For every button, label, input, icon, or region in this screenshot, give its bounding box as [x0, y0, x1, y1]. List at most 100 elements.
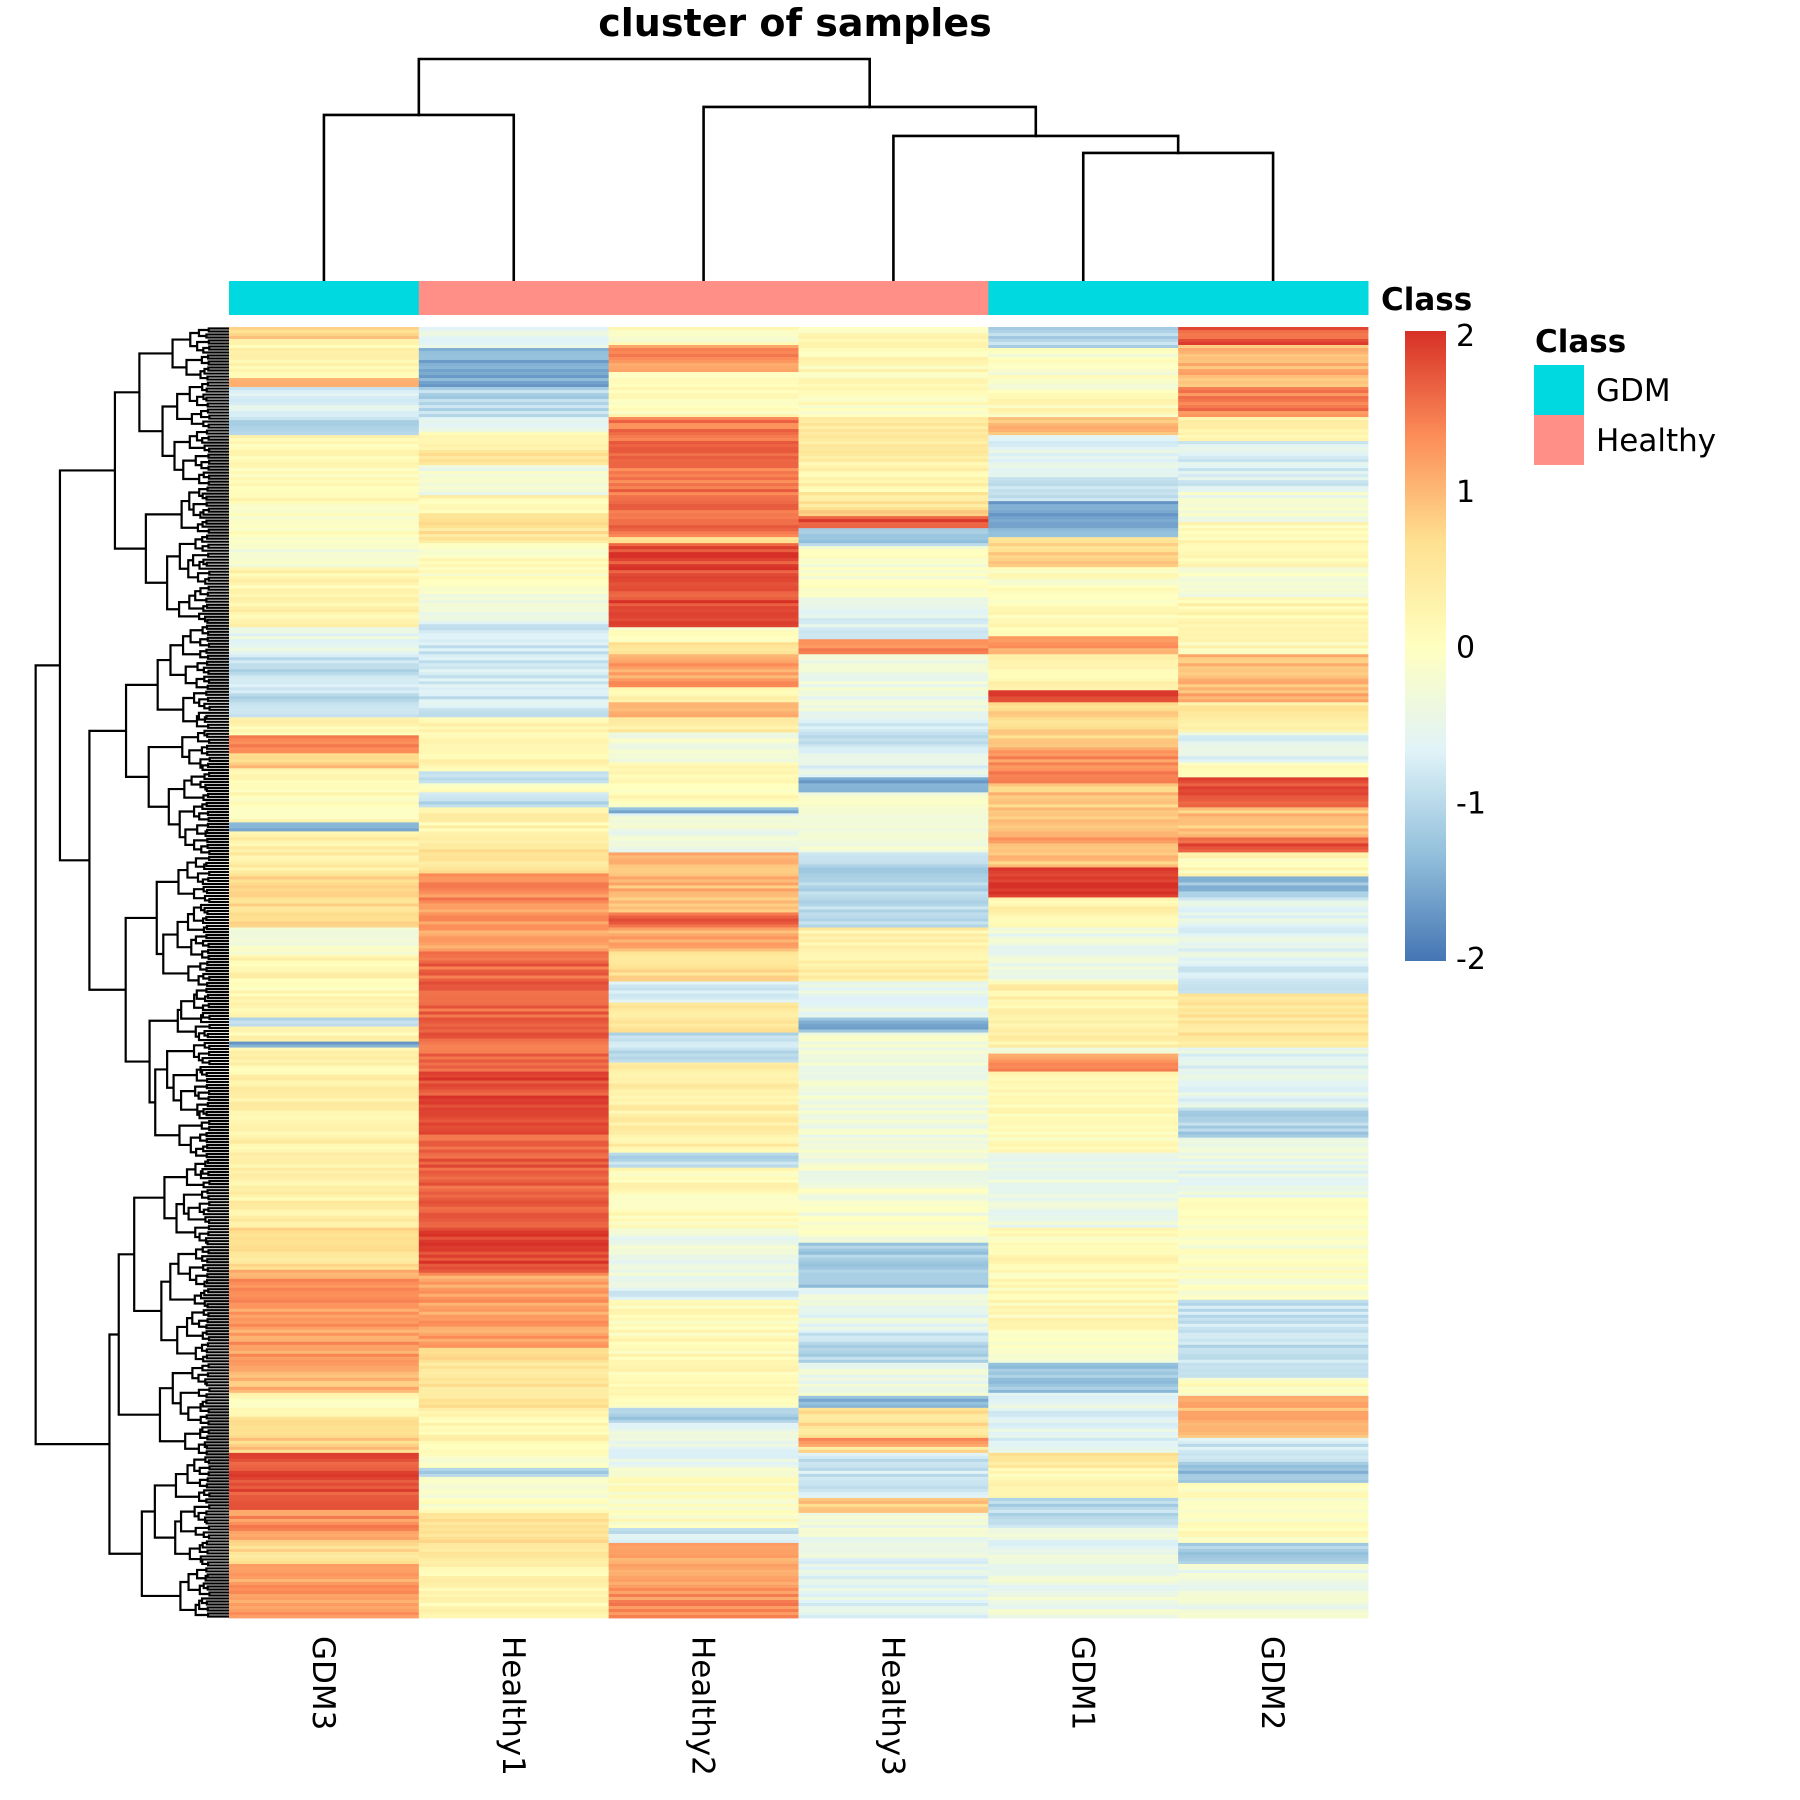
heatmap-cell: [988, 384, 1179, 388]
heatmap-cell: [798, 1563, 989, 1568]
heatmap-cell: [418, 1053, 610, 1057]
heatmap-cell: [1178, 585, 1369, 589]
heatmap-cell: [1178, 1467, 1369, 1472]
row-dendrogram-branch: [203, 995, 229, 1003]
heatmap-cell: [608, 936, 799, 940]
heatmap-cell: [229, 363, 420, 367]
heatmap-cell: [418, 1242, 610, 1247]
heatmap-cell: [1178, 732, 1369, 736]
heatmap-cell: [1178, 774, 1369, 778]
heatmap-cell: [418, 1017, 610, 1021]
heatmap-cell: [798, 372, 989, 376]
row-dendrogram-branch: [171, 1372, 193, 1405]
heatmap-cell: [229, 702, 420, 706]
heatmap-cell: [798, 693, 989, 697]
row-dendrogram-branch: [206, 810, 229, 816]
heatmap-cell: [418, 909, 610, 913]
heatmap-cell: [988, 711, 1179, 715]
heatmap-cell: [418, 1260, 610, 1265]
row-dendrogram-branch: [201, 1255, 229, 1262]
row-dendrogram-branch: [194, 538, 203, 550]
heatmap-cell: [988, 357, 1179, 361]
heatmap-cell: [798, 903, 989, 907]
heatmap-cell: [1178, 1557, 1369, 1562]
heatmap-cell: [1178, 735, 1369, 739]
heatmap-cell: [608, 957, 799, 961]
heatmap-cell: [418, 1401, 610, 1406]
heatmap-cell: [988, 813, 1179, 817]
heatmap-cell: [229, 1248, 420, 1253]
heatmap-cell: [988, 930, 1179, 934]
row-dendrogram-branch: [206, 1435, 229, 1441]
heatmap-cell: [418, 1005, 610, 1009]
row-dendrogram-branch: [207, 1288, 229, 1294]
heatmap-cell: [1178, 1287, 1369, 1292]
heatmap-cell: [229, 1275, 420, 1280]
heatmap-cell: [1178, 480, 1369, 484]
heatmap-cell: [1178, 663, 1369, 667]
heatmap-cell: [1178, 747, 1369, 751]
heatmap-cell: [988, 759, 1179, 763]
heatmap-cell: [798, 1272, 989, 1277]
heatmap-cell: [229, 921, 420, 925]
heatmap-cell: [988, 441, 1179, 445]
row-dendrogram-branch: [113, 391, 146, 550]
heatmap-cell: [798, 873, 989, 877]
heatmap-cell: [608, 1449, 799, 1454]
row-dendrogram-branch: [187, 1206, 206, 1221]
heatmap-cell: [988, 882, 1179, 886]
heatmap-cell: [418, 1488, 610, 1493]
heatmap-cell: [798, 1035, 989, 1039]
heatmap-cell: [1178, 327, 1369, 331]
heatmap-cell: [798, 738, 989, 742]
heatmap-cell: [229, 708, 420, 712]
row-dendrogram-branch: [198, 812, 209, 821]
row-dendrogram-branch: [207, 771, 229, 777]
heatmap-cell: [229, 1287, 420, 1292]
heatmap-cell: [1178, 1233, 1369, 1238]
row-dendrogram-branch: [187, 1572, 200, 1591]
heatmap-cell: [988, 762, 1179, 766]
heatmap-cell: [988, 801, 1179, 805]
heatmap-cell: [608, 501, 799, 505]
heatmap-cell: [988, 534, 1179, 538]
heatmap-cell: [988, 1527, 1179, 1532]
heatmap-cell: [229, 540, 420, 544]
heatmap-cell: [608, 1512, 799, 1517]
row-dendrogram-branch: [207, 942, 229, 949]
heatmap-cell: [229, 1569, 420, 1574]
heatmap-cell: [608, 711, 799, 715]
heatmap-cell: [229, 801, 420, 805]
heatmap-cell: [418, 354, 610, 358]
heatmap-cell: [798, 741, 989, 745]
heatmap-cell: [988, 1539, 1179, 1544]
heatmap-cell: [418, 618, 610, 622]
heatmap-cell: [988, 525, 1179, 529]
heatmap-cell: [1178, 813, 1369, 817]
heatmap-cell: [229, 468, 420, 472]
heatmap-cell: [608, 504, 799, 508]
heatmap-cell: [798, 777, 989, 781]
heatmap-cell: [1178, 342, 1369, 346]
heatmap-cell: [798, 1056, 989, 1060]
row-dendrogram-branch: [174, 1520, 190, 1555]
heatmap-cell: [988, 1122, 1179, 1127]
heatmap-cell: [608, 1083, 799, 1087]
heatmap-cell: [608, 1266, 799, 1271]
heatmap-cell: [1178, 1257, 1369, 1262]
heatmap-cell: [1178, 1092, 1369, 1096]
heatmap-cell: [988, 1119, 1179, 1124]
heatmap-cell: [229, 924, 420, 928]
heatmap-cell: [418, 621, 610, 625]
heatmap-cell: [608, 387, 799, 391]
heatmap-cell: [608, 540, 799, 544]
heatmap-cell: [988, 1137, 1179, 1142]
row-dendrogram-branch: [206, 909, 229, 916]
heatmap-cell: [608, 1278, 799, 1283]
heatmap-cell: [608, 864, 799, 868]
heatmap-cell: [418, 900, 610, 904]
row-dendrogram-branch: [174, 1472, 200, 1498]
heatmap-cell: [988, 1317, 1179, 1322]
row-dendrogram-branch: [180, 499, 198, 529]
heatmap-cell: [988, 1281, 1179, 1286]
